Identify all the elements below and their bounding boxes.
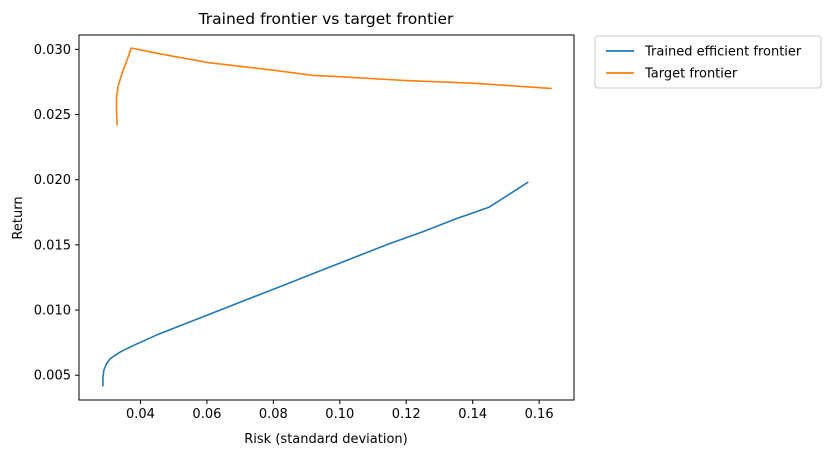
series-layer xyxy=(102,47,552,387)
legend: Trained efficient frontier Target frontie… xyxy=(594,35,822,89)
x-tick-label: 0.12 xyxy=(392,407,421,422)
y-tick-label: 0.030 xyxy=(34,43,71,58)
y-tick-label: 0.005 xyxy=(34,369,71,384)
y-tick-label: 0.015 xyxy=(34,238,71,253)
y-axis: 0.005 0.010 0.015 0.020 0.025 0.030 xyxy=(34,43,79,384)
y-tick-label: 0.025 xyxy=(34,108,71,123)
y-tick-label: 0.010 xyxy=(34,304,71,319)
x-axis: 0.04 0.06 0.08 0.10 0.12 0.14 0.16 xyxy=(126,400,554,422)
x-tick-label: 0.06 xyxy=(192,407,221,422)
series-line-2 xyxy=(115,47,552,126)
chart-title: Trained frontier vs target frontier xyxy=(198,10,454,28)
x-tick-label: 0.04 xyxy=(126,407,155,422)
y-axis-label: Return xyxy=(11,196,26,239)
legend-label-2: Target frontier xyxy=(644,67,738,82)
y-tick-label: 0.020 xyxy=(34,173,71,188)
plot-area-frame xyxy=(78,34,575,401)
x-tick-label: 0.10 xyxy=(325,407,354,422)
series-line-1 xyxy=(102,181,529,387)
x-tick-label: 0.08 xyxy=(259,407,288,422)
legend-box xyxy=(594,35,822,89)
x-tick-label: 0.14 xyxy=(458,407,487,422)
x-tick-label: 0.16 xyxy=(525,407,554,422)
legend-label-1: Trained efficient frontier xyxy=(644,45,802,60)
x-axis-label: Risk (standard deviation) xyxy=(244,432,407,447)
